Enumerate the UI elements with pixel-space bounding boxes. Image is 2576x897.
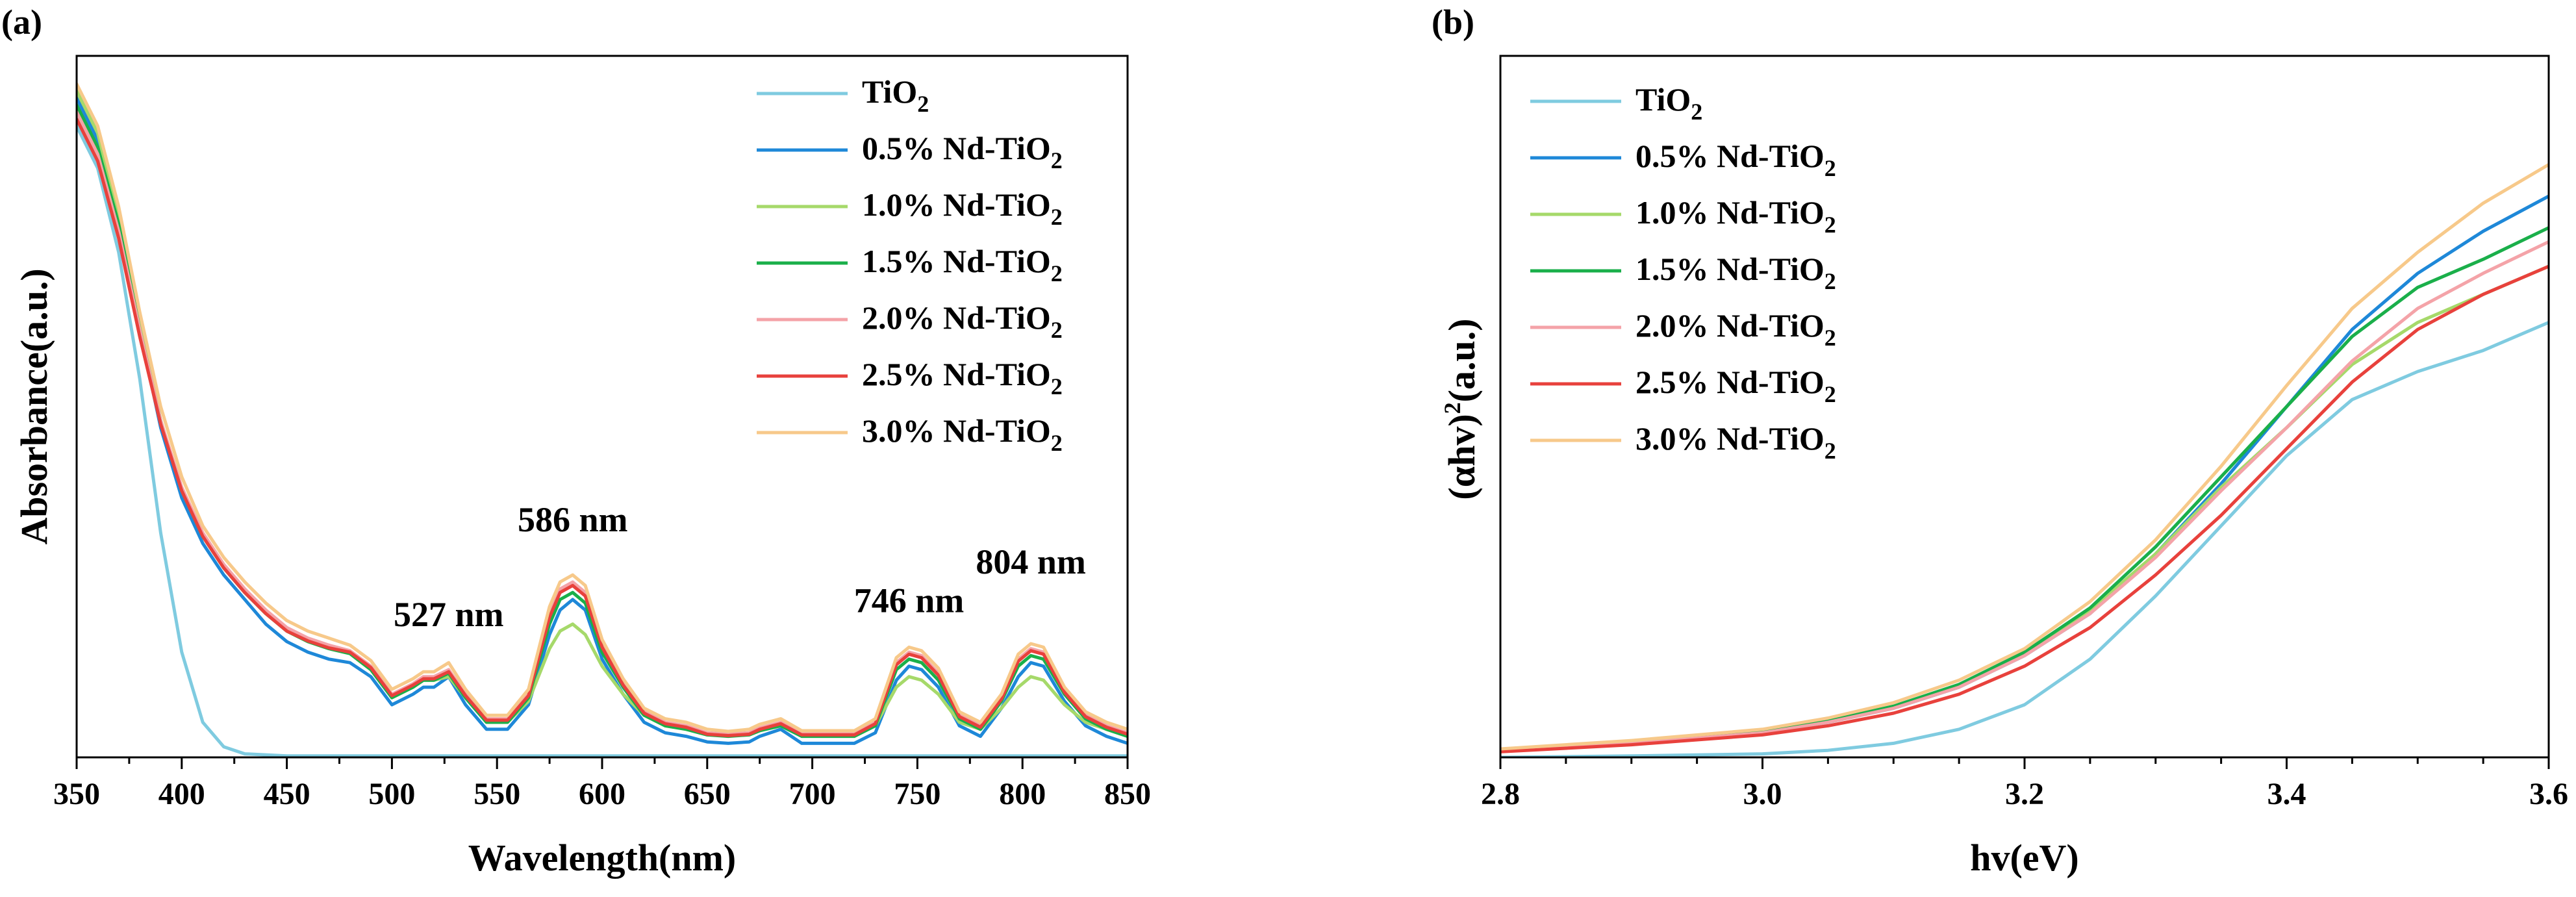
panel-b-series-line-4	[1500, 226, 2549, 752]
panel-a-legend-label-7: 3.0% Nd-TiO2	[862, 412, 1063, 456]
panel-b-x-axis-title: hv(eV)	[1970, 837, 2079, 879]
panel-b-legend-label-2: 0.5% Nd-TiO2	[1635, 138, 1836, 181]
panel-a-x-tick-label: 500	[368, 777, 415, 811]
panel-b-x-ticks: 2.8 3.0 3.2 3.4 3.6	[1481, 757, 2568, 811]
panel-b: (b) 2.8 3.0 3.2 3.4 3.6 hv(eV) (αhv)2(a.u.) …	[1432, 3, 2568, 879]
panel-b-legend-label-1: TiO2	[1635, 81, 1702, 125]
panel-a-x-tick-label: 850	[1104, 777, 1151, 811]
panel-b-series-line-5	[1500, 240, 2549, 752]
panel-a-series-group	[77, 82, 1128, 757]
panel-a-annotation-3: 746 nm	[854, 581, 965, 620]
panel-a-x-tick-label: 600	[579, 777, 625, 811]
panel-b-legend: TiO2 0.5% Nd-TiO2 1.0% Nd-TiO2 1.5% Nd-TiO2…	[1530, 81, 1836, 464]
panel-a-x-axis-title: Wavelength(nm)	[468, 837, 736, 879]
panel-b-x-tick-label: 3.6	[2529, 777, 2568, 811]
panel-a-legend-label-2: 0.5% Nd-TiO2	[862, 130, 1063, 173]
panel-a-legend-label-6: 2.5% Nd-TiO2	[862, 356, 1063, 399]
panel-b-x-tick-label: 2.8	[1481, 777, 1520, 811]
panel-b-y-title-prefix: (αhv)	[1441, 414, 1483, 499]
panel-b-series-line-7	[1500, 162, 2549, 751]
panel-b-plot-area	[1500, 162, 2549, 757]
panel-b-x-tick-label: 3.2	[2005, 777, 2044, 811]
panel-a-legend-label-1: TiO2	[862, 73, 929, 117]
panel-a-y-axis-title: Absorbance(a.u.)	[13, 268, 55, 544]
panel-b-legend-label-7: 3.0% Nd-TiO2	[1635, 420, 1836, 464]
panel-a-legend-label-4: 1.5% Nd-TiO2	[862, 243, 1063, 286]
panel-a-annotation-1: 527 nm	[394, 595, 504, 634]
panel-a-x-ticks: 350 400 450 500 550 600 650 700 750 800 850	[53, 757, 1151, 811]
panel-a-annotation-2: 586 nm	[518, 500, 628, 539]
panel-a-series-line-1	[77, 124, 1128, 757]
panel-a-x-tick-label: 800	[999, 777, 1046, 811]
panel-a-x-tick-label: 650	[684, 777, 731, 811]
panel-a-legend: TiO2 0.5% Nd-TiO2 1.0% Nd-TiO2 1.5% Nd-TiO2…	[757, 73, 1063, 456]
panel-b-x-tick-label: 3.0	[1743, 777, 1782, 811]
panel-a-annotation-4: 804 nm	[976, 542, 1086, 581]
panel-a-x-tick-label: 350	[53, 777, 100, 811]
panel-a-x-tick-label: 550	[474, 777, 520, 811]
panel-b-legend-label-5: 2.0% Nd-TiO2	[1635, 307, 1836, 351]
panel-a-x-tick-label: 450	[264, 777, 310, 811]
panel-b-legend-label-6: 2.5% Nd-TiO2	[1635, 364, 1836, 407]
panel-a-series-line-6	[77, 117, 1128, 737]
panel-b-series-line-6	[1500, 264, 2549, 753]
panel-b-y-axis-title: (αhv)2(a.u.)	[1439, 318, 1483, 499]
panel-b-label: (b)	[1432, 3, 1474, 42]
panel-a-plot-area	[77, 82, 1128, 757]
panel-b-legend-label-4: 1.5% Nd-TiO2	[1635, 251, 1836, 294]
panel-b-y-title-sup: 2	[1439, 402, 1465, 414]
panel-b-series-line-1	[1500, 320, 2549, 757]
panel-a-x-tick-label: 750	[894, 777, 941, 811]
panel-b-legend-label-3: 1.0% Nd-TiO2	[1635, 194, 1836, 238]
panel-b-series-group	[1500, 162, 2549, 757]
panel-a-x-tick-label: 700	[789, 777, 836, 811]
panel-a-legend-label-3: 1.0% Nd-TiO2	[862, 186, 1063, 230]
panel-b-x-tick-label: 3.4	[2267, 777, 2306, 811]
panel-a: (a) 350 400 450 500 550 600 650 700 750 800 850 Wa…	[1, 3, 1151, 879]
panel-b-y-title-suffix: (a.u.)	[1441, 318, 1483, 402]
panel-a-series-line-7	[77, 82, 1128, 733]
panel-a-annotations: 527 nm 586 nm 746 nm 804 nm	[394, 500, 1086, 634]
panel-a-x-tick-label: 400	[158, 777, 205, 811]
panel-a-legend-label-5: 2.0% Nd-TiO2	[862, 299, 1063, 343]
panel-a-label: (a)	[1, 3, 42, 42]
